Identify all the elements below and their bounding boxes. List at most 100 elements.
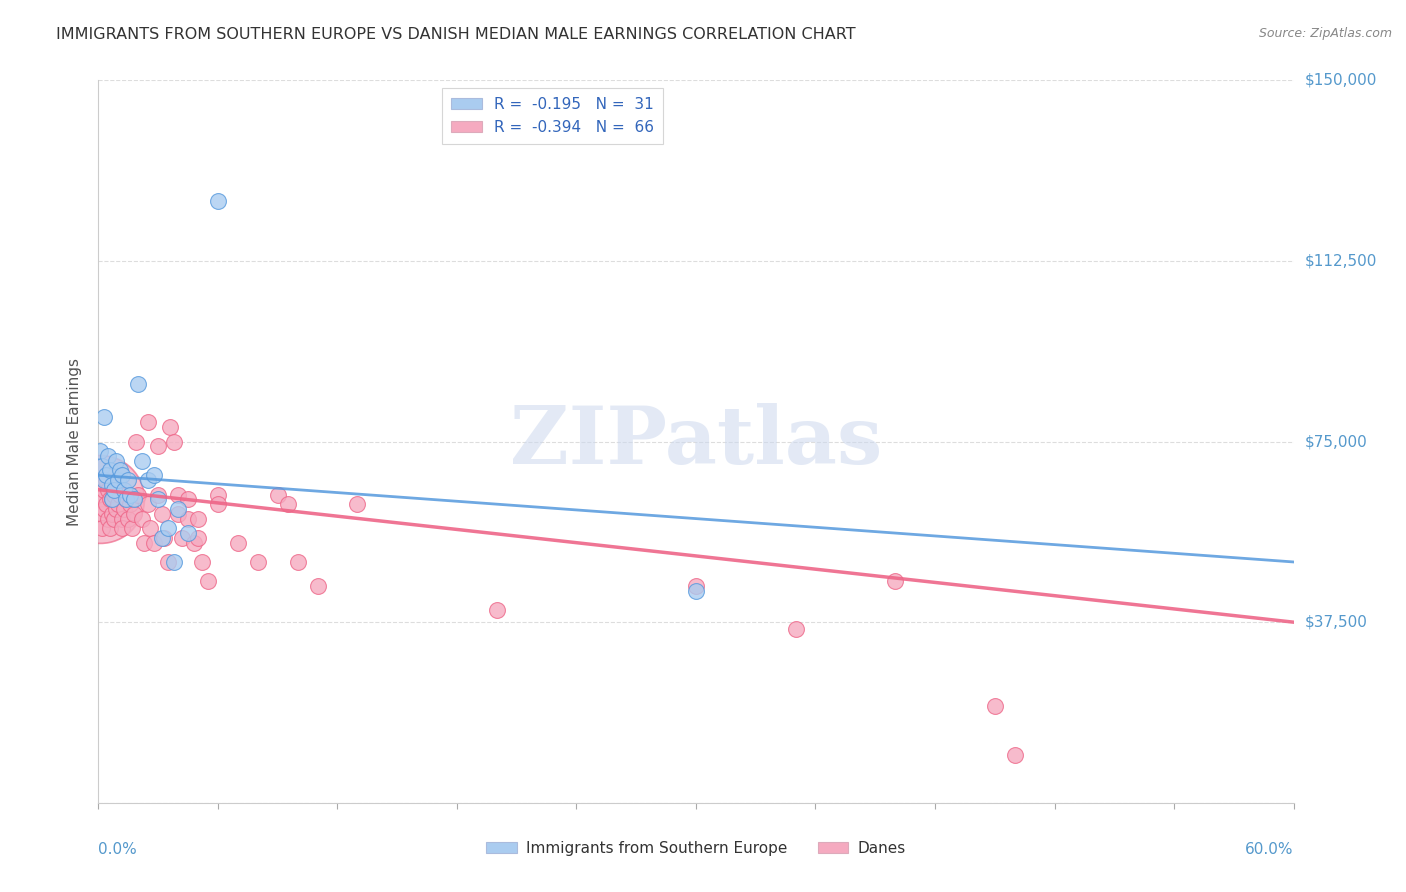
- Point: [98, 492, 122, 507]
- Point: [207, 487, 229, 501]
- Text: Source: ZipAtlas.com: Source: ZipAtlas.com: [1258, 27, 1392, 40]
- Point: [191, 555, 214, 569]
- Point: [685, 579, 707, 593]
- Point: [150, 507, 173, 521]
- Point: [101, 478, 124, 492]
- Point: [89, 444, 111, 458]
- Point: [267, 487, 290, 501]
- Point: [167, 502, 190, 516]
- Point: [127, 487, 149, 501]
- Point: [485, 603, 508, 617]
- Legend: Immigrants from Southern Europe, Danes: Immigrants from Southern Europe, Danes: [478, 833, 914, 863]
- Point: [96, 473, 118, 487]
- Point: [150, 531, 173, 545]
- Point: [101, 492, 124, 507]
- Point: [159, 420, 181, 434]
- Point: [96, 468, 118, 483]
- Point: [111, 521, 134, 535]
- Point: [148, 492, 170, 507]
- Point: [346, 497, 368, 511]
- Point: [98, 521, 122, 535]
- Point: [177, 511, 200, 525]
- Point: [120, 487, 142, 501]
- Point: [197, 574, 219, 589]
- Point: [157, 555, 180, 569]
- Point: [115, 492, 138, 507]
- Point: [91, 458, 114, 473]
- Text: ZIPatlas: ZIPatlas: [510, 402, 882, 481]
- Point: [93, 483, 115, 497]
- Point: [127, 376, 149, 391]
- Point: [107, 473, 129, 487]
- Point: [136, 497, 159, 511]
- Point: [96, 497, 118, 511]
- Point: [121, 521, 143, 535]
- Point: [785, 623, 807, 637]
- Point: [93, 473, 115, 487]
- Point: [98, 463, 122, 477]
- Point: [89, 492, 111, 507]
- Point: [148, 487, 170, 501]
- Point: [134, 535, 156, 549]
- Point: [112, 502, 135, 516]
- Point: [153, 531, 176, 545]
- Point: [91, 507, 114, 521]
- Point: [163, 555, 186, 569]
- Point: [136, 473, 159, 487]
- Point: [287, 555, 309, 569]
- Point: [107, 478, 129, 492]
- Point: [207, 194, 229, 208]
- Point: [115, 492, 138, 507]
- Point: [163, 434, 186, 449]
- Point: [136, 415, 159, 429]
- Point: [307, 579, 329, 593]
- Point: [112, 483, 135, 497]
- Point: [187, 531, 209, 545]
- Point: [226, 535, 249, 549]
- Point: [101, 507, 124, 521]
- Point: [111, 468, 134, 483]
- Point: [685, 583, 707, 598]
- Point: [884, 574, 907, 589]
- Point: [117, 473, 139, 487]
- Point: [110, 487, 132, 501]
- Point: [984, 699, 1007, 714]
- Point: [111, 511, 134, 525]
- Point: [105, 502, 128, 516]
- Point: [139, 521, 162, 535]
- Point: [97, 483, 120, 497]
- Point: [246, 555, 269, 569]
- Text: 0.0%: 0.0%: [98, 842, 138, 856]
- Point: [97, 449, 120, 463]
- Text: $75,000: $75,000: [1305, 434, 1368, 449]
- Text: $112,500: $112,500: [1305, 253, 1376, 268]
- Point: [117, 511, 139, 525]
- Point: [167, 487, 190, 501]
- Point: [131, 454, 153, 468]
- Text: $37,500: $37,500: [1305, 615, 1368, 630]
- Point: [105, 454, 128, 468]
- Point: [124, 507, 146, 521]
- Point: [187, 511, 209, 525]
- Text: IMMIGRANTS FROM SOUTHERN EUROPE VS DANISH MEDIAN MALE EARNINGS CORRELATION CHART: IMMIGRANTS FROM SOUTHERN EUROPE VS DANIS…: [56, 27, 856, 42]
- Point: [207, 497, 229, 511]
- Point: [177, 492, 200, 507]
- Point: [89, 492, 111, 507]
- Point: [101, 492, 124, 507]
- Point: [172, 531, 194, 545]
- Point: [107, 497, 129, 511]
- Point: [167, 507, 190, 521]
- Point: [177, 526, 200, 541]
- Point: [157, 521, 180, 535]
- Point: [91, 521, 114, 535]
- Point: [277, 497, 299, 511]
- Point: [124, 492, 146, 507]
- Point: [103, 483, 125, 497]
- Point: [120, 497, 142, 511]
- Point: [125, 434, 148, 449]
- Point: [1004, 747, 1026, 762]
- Text: 60.0%: 60.0%: [1246, 842, 1294, 856]
- Point: [103, 487, 125, 501]
- Point: [131, 511, 153, 525]
- Point: [93, 502, 115, 516]
